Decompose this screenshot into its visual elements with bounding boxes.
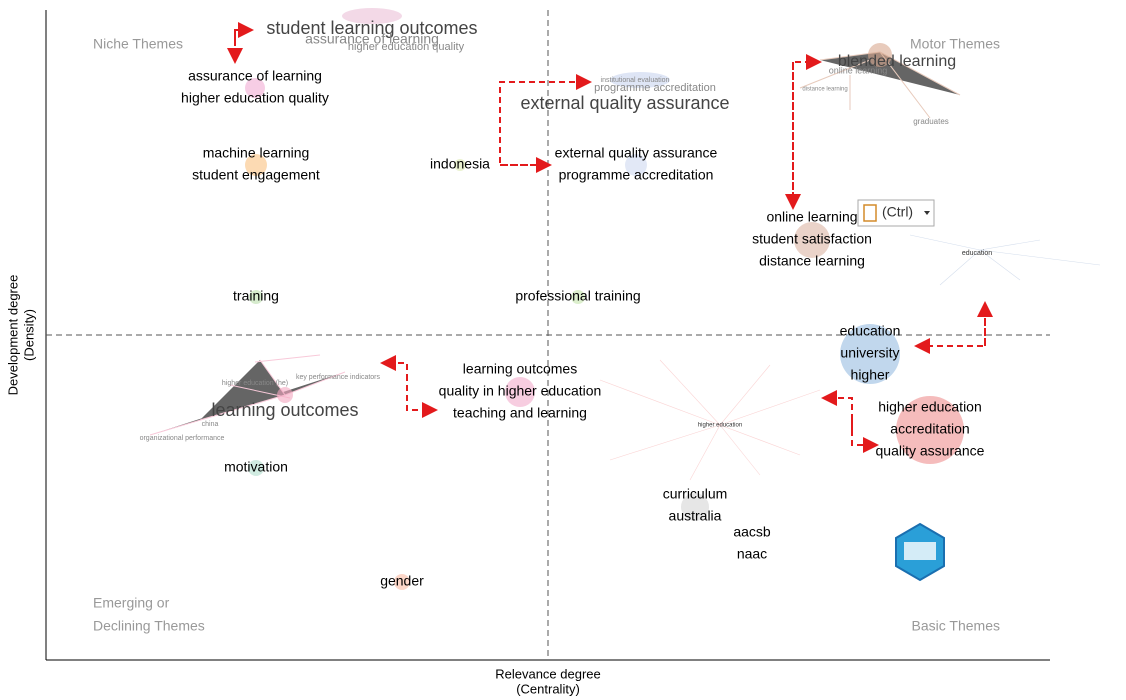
cluster-label: university	[840, 345, 899, 361]
cluster-label: quality in higher education	[439, 383, 602, 399]
cluster-label: australia	[669, 508, 722, 524]
cluster-label: quality assurance	[876, 443, 985, 459]
cluster-label: accreditation	[890, 421, 969, 437]
cluster-label: programme accreditation	[559, 167, 714, 183]
cluster-label: assurance of learning	[188, 68, 322, 84]
cluster-label: professional training	[515, 288, 640, 304]
inset-node	[342, 8, 402, 24]
cluster-bubble	[505, 377, 535, 407]
cluster-bubble	[896, 396, 964, 464]
inset-network	[599, 359, 821, 481]
cluster-bubble	[454, 159, 466, 171]
cluster-label: machine learning	[203, 145, 310, 161]
cluster-label: motivation	[224, 459, 288, 475]
inset-label: graduates	[913, 117, 949, 126]
quadrant-label: Niche Themes	[93, 36, 183, 52]
inset-label: organizational performance	[140, 435, 225, 442]
quadrant-label: Motor Themes	[910, 36, 1000, 52]
inset-title: education	[962, 250, 992, 257]
cluster-label: training	[233, 288, 279, 304]
arrow	[851, 420, 879, 453]
cluster-bubble	[625, 154, 647, 176]
cluster-label: distance learning	[759, 253, 865, 269]
logo	[895, 522, 945, 582]
y-axis-label: Development degree	[5, 275, 20, 396]
cluster-bubble	[245, 78, 265, 98]
cluster-label: online learning	[766, 209, 857, 225]
arrow	[821, 390, 853, 430]
cluster-label: student engagement	[192, 167, 320, 183]
inset-title: external quality assurance	[520, 93, 729, 113]
inset-label: distance learning	[802, 87, 847, 93]
cluster-label: education	[840, 323, 901, 339]
inset-network	[149, 354, 346, 436]
arrow	[234, 22, 254, 42]
inset-label: china	[202, 421, 219, 428]
arrow	[914, 318, 986, 354]
cluster-label: student satisfaction	[752, 231, 872, 247]
inset-label: institutional evaluation	[601, 77, 670, 84]
cluster-label: higher education	[878, 399, 982, 415]
cluster-bubble	[681, 493, 709, 521]
cluster-bubble	[248, 460, 264, 476]
cluster-label: higher	[851, 367, 890, 383]
inset-title: higher education	[698, 423, 742, 429]
paste-label[interactable]: (Ctrl)	[882, 204, 913, 220]
y-axis-label: (Density)	[21, 309, 36, 361]
x-axis-label: (Centrality)	[516, 681, 580, 696]
cluster-label: external quality assurance	[555, 145, 718, 161]
inset-label: assurance of learning	[305, 31, 439, 47]
inset-label: key performance indicators	[296, 374, 381, 381]
cluster-label: naac	[737, 546, 767, 562]
x-axis-label: Relevance degree	[495, 666, 601, 681]
inset-label: programme accreditation	[594, 82, 716, 94]
inset-network	[909, 234, 1101, 286]
cluster-bubble	[571, 290, 585, 304]
cluster-bubble	[794, 222, 830, 258]
cluster-label: higher education quality	[181, 90, 329, 106]
cluster-label: indonesia	[430, 156, 490, 172]
cluster-label: curriculum	[663, 486, 728, 502]
quadrant-label: Declining Themes	[93, 618, 205, 634]
inset-label: online learning	[829, 65, 888, 75]
arrow	[380, 355, 408, 380]
inset-label: higher education quality	[348, 41, 465, 53]
cluster-bubble	[249, 290, 263, 304]
inset-label: higher education (he)	[222, 380, 288, 387]
cluster-label: gender	[380, 573, 424, 589]
paste-button[interactable]: (Ctrl)	[857, 199, 935, 227]
cluster-bubble	[840, 324, 900, 384]
arrow	[406, 375, 438, 418]
cluster-label: learning outcomes	[463, 361, 577, 377]
inset-title: learning outcomes	[211, 400, 358, 420]
inset-node	[868, 43, 892, 67]
cluster-label: aacsb	[733, 524, 771, 540]
cluster-label: teaching and learning	[453, 405, 587, 421]
quadrant-label: Basic Themes	[912, 618, 1000, 634]
quadrant-label: Emerging or	[93, 595, 170, 611]
inset-title: blended learning	[838, 53, 956, 70]
cluster-bubble	[394, 574, 410, 590]
inset-title: student learning outcomes	[266, 18, 477, 38]
inset-node	[277, 387, 293, 403]
inset-node	[610, 72, 670, 88]
cluster-bubble	[245, 154, 267, 176]
